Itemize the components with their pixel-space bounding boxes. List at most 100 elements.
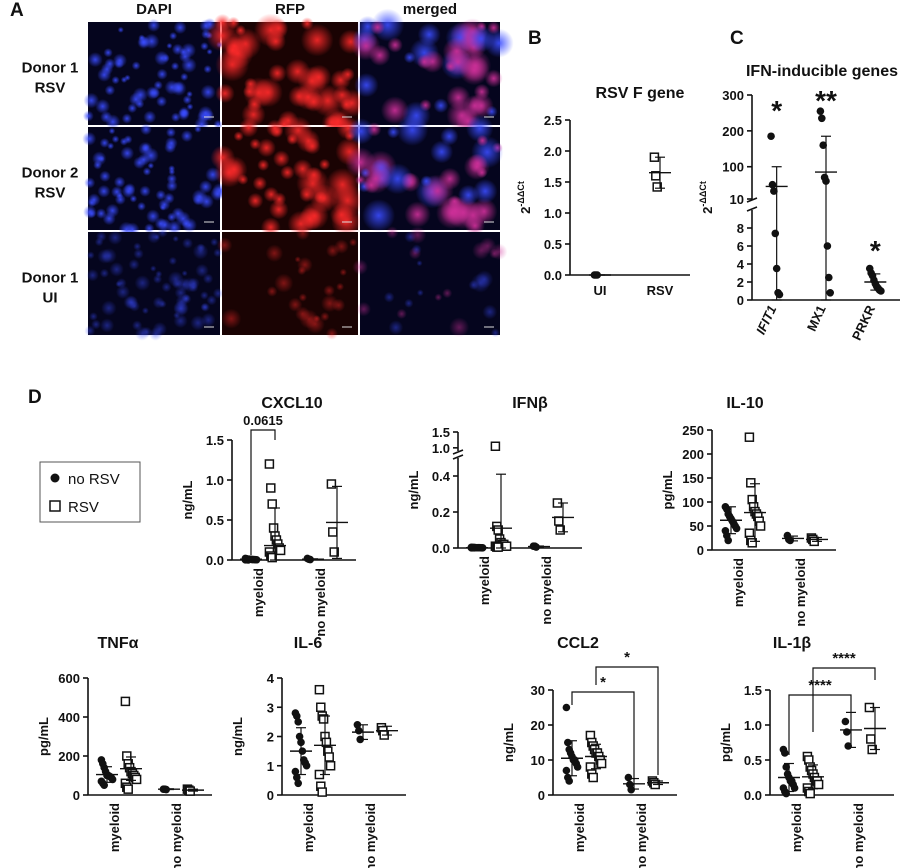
cell — [288, 297, 303, 312]
cell — [131, 320, 143, 331]
cell — [356, 301, 371, 317]
cell — [168, 168, 176, 176]
cell — [265, 31, 286, 52]
data-point — [325, 761, 336, 771]
legend-marker — [49, 500, 61, 512]
cell — [95, 231, 107, 242]
data-point — [866, 734, 876, 744]
cell — [137, 201, 146, 211]
cell — [318, 158, 331, 171]
cell — [93, 160, 103, 170]
y-tick-label: 100 — [682, 495, 704, 510]
y-tick-label: 0 — [538, 788, 545, 803]
data-point — [493, 542, 503, 552]
cell — [237, 174, 249, 185]
cell — [476, 134, 489, 147]
micrograph — [352, 226, 508, 338]
cell — [334, 239, 349, 254]
cell — [360, 163, 391, 194]
cell — [107, 142, 115, 150]
cell — [115, 284, 130, 299]
cell — [435, 196, 469, 229]
y-tick-label: 30 — [531, 683, 545, 698]
cell — [203, 64, 212, 74]
cell — [331, 206, 362, 237]
cell — [113, 176, 126, 188]
cell — [181, 270, 188, 277]
cell — [99, 137, 110, 148]
y-tick-label: 6 — [737, 239, 744, 254]
data-point — [826, 289, 834, 297]
data-point — [122, 751, 132, 761]
y-axis-label: ng/mL — [180, 480, 195, 519]
significance-bracket — [571, 691, 635, 780]
y-tick-label: 1.5 — [744, 683, 762, 698]
cell — [145, 86, 160, 100]
y-tick-label: 2 — [267, 730, 274, 745]
cell — [430, 140, 454, 164]
cell — [408, 226, 427, 244]
cell — [141, 326, 152, 338]
cell — [156, 95, 168, 107]
cell — [323, 284, 335, 297]
y-tick-label: 0 — [737, 293, 744, 308]
cell — [147, 230, 161, 244]
significance-label: * — [600, 674, 606, 691]
cell — [266, 286, 278, 297]
cell — [272, 192, 287, 207]
data-point — [877, 287, 885, 295]
cell — [490, 328, 500, 338]
data-point — [652, 182, 662, 192]
panel-label: C — [730, 28, 744, 49]
cell — [103, 47, 113, 58]
cell — [457, 184, 479, 206]
y-tick-label: 4 — [737, 257, 745, 272]
cell — [299, 309, 319, 329]
cell — [109, 262, 124, 277]
y-tick-label: 200 — [58, 749, 80, 764]
legend-marker — [50, 473, 60, 483]
cell — [252, 176, 267, 191]
cell — [128, 259, 140, 271]
cell — [170, 62, 180, 71]
data-point — [747, 538, 757, 548]
chart-title: CCL2 — [557, 635, 599, 652]
micrograph — [351, 8, 514, 134]
cell — [221, 308, 242, 329]
data-point — [314, 684, 325, 695]
data-point — [627, 785, 635, 794]
data-point — [767, 132, 775, 141]
cell — [192, 194, 204, 206]
data-point — [294, 779, 303, 788]
legend-label: no RSV — [68, 471, 120, 488]
significance-label: 0.0615 — [243, 413, 283, 428]
cell — [121, 113, 133, 124]
cell — [186, 103, 194, 111]
y-axis-label-sup: -ΔΔCt — [516, 181, 526, 206]
cell — [119, 137, 129, 146]
data-point — [108, 775, 117, 784]
data-point — [328, 527, 338, 537]
cell — [325, 167, 360, 202]
column-header: RFP — [275, 1, 305, 18]
y-axis-label-sup: -ΔΔCt — [698, 181, 708, 206]
cell — [295, 84, 322, 111]
data-point — [744, 432, 755, 442]
data-point — [324, 752, 334, 762]
data-point — [293, 773, 301, 782]
cell — [297, 266, 307, 276]
cell — [169, 31, 178, 40]
cell — [467, 25, 495, 53]
cell — [133, 248, 144, 260]
y-tick-label: 1.0 — [744, 718, 762, 733]
cell — [131, 61, 141, 71]
cell — [84, 177, 96, 189]
y-tick-label: 100 — [722, 160, 744, 175]
cell — [300, 17, 314, 31]
data-point — [588, 772, 598, 783]
cell — [468, 93, 494, 119]
x-tick-label: no myeloid — [793, 558, 808, 627]
cell — [99, 170, 111, 182]
cell — [268, 199, 289, 220]
cell — [172, 278, 183, 290]
